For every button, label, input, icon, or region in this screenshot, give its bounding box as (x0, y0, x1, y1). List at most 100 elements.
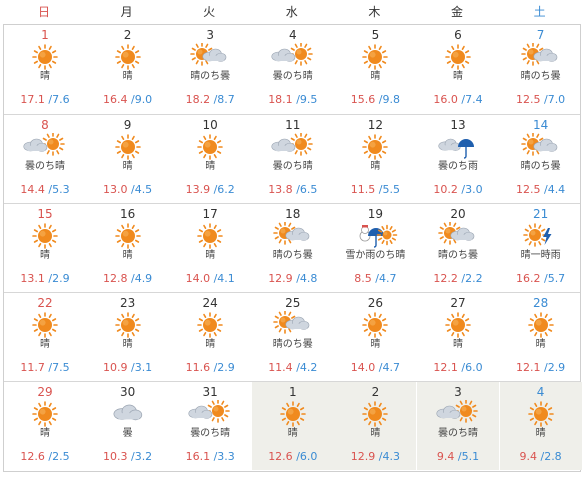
temperature: 16.0 /7.4 (417, 93, 499, 106)
weekday-5: 金 (450, 5, 463, 19)
day-cell[interactable]: 25 晴のち曇 11.4 /4.2 (252, 293, 334, 381)
sun-cloud-icon (500, 133, 582, 161)
temperature: 12.5 /4.4 (500, 183, 582, 196)
day-cell[interactable]: 6 晴 16.0 /7.4 (417, 25, 499, 113)
sun-icon (417, 311, 499, 339)
sun-icon (87, 311, 169, 339)
weekday-0: 日 (37, 5, 50, 19)
day-cell[interactable]: 22 晴 11.7 /7.5 (4, 293, 86, 381)
weather-label: 晴のち曇 (520, 161, 561, 172)
temperature: 12.1 /2.9 (500, 361, 582, 374)
high-temp: 12.1 (433, 361, 458, 374)
day-cell[interactable]: 2 晴 16.4 /9.0 (87, 25, 169, 113)
temperature: 9.4 /2.8 (500, 450, 582, 463)
weather-label: 晴 (453, 339, 463, 350)
day-cell[interactable]: 9 晴 13.0 /4.5 (87, 115, 169, 203)
day-cell[interactable]: 2 晴 12.9 /4.3 (334, 382, 417, 470)
weather-label: 晴のち曇 (272, 250, 313, 261)
day-number: 3 (454, 385, 462, 399)
day-number: 31 (202, 385, 218, 399)
day-cell[interactable]: 29 晴 12.6 /2.5 (4, 382, 86, 470)
high-temp: 12.9 (268, 272, 293, 285)
weather-label: 晴 (535, 428, 546, 439)
day-number: 21 (532, 207, 549, 221)
low-temp: /2.5 (48, 450, 70, 463)
low-temp: /6.2 (213, 183, 235, 196)
day-cell[interactable]: 13 曇のち雨 10.2 /3.0 (417, 115, 499, 203)
day-number: 23 (119, 296, 136, 310)
low-temp: /4.4 (543, 183, 566, 196)
day-cell[interactable]: 4 晴 9.4 /2.8 (499, 382, 582, 470)
day-cell[interactable]: 18 晴のち曇 12.9 /4.8 (252, 204, 334, 292)
weather-label: 晴 (453, 71, 463, 82)
sun-icon (4, 311, 86, 339)
day-cell[interactable]: 5 晴 15.6 /9.8 (334, 25, 416, 113)
high-temp: 9.4 (519, 450, 537, 463)
day-cell[interactable]: 20 晴のち曇 12.2 /2.2 (417, 204, 499, 292)
low-temp: /5.7 (543, 272, 566, 285)
day-cell[interactable]: 7 晴のち曇 12.5 /7.0 (500, 25, 582, 113)
day-cell[interactable]: 19 雪か雨のち晴 8.5 /4.7 (334, 204, 416, 292)
day-cell[interactable]: 8 曇のち晴 14.4 /5.3 (4, 115, 86, 203)
day-cell[interactable]: 1 晴 12.6 /6.0 (251, 382, 334, 470)
day-cell[interactable]: 21 晴一時雨 16.2 /5.7 (500, 204, 582, 292)
sun-icon (4, 400, 86, 428)
low-temp: /2.9 (48, 272, 70, 285)
high-temp: 12.6 (20, 450, 45, 463)
day-cell[interactable]: 1 晴 17.1 /7.6 (4, 25, 86, 113)
high-temp: 14.0 (185, 272, 211, 285)
weather-label: 晴 (205, 161, 216, 172)
day-cell[interactable]: 26 晴 14.0 /4.7 (334, 293, 416, 381)
day-number: 5 (371, 28, 380, 42)
day-cell[interactable]: 30 曇 10.3 /3.2 (87, 382, 169, 470)
day-cell[interactable]: 10 晴 13.9 /6.2 (169, 115, 251, 203)
low-temp: /4.7 (375, 272, 397, 285)
high-temp: 12.2 (433, 272, 458, 285)
temperature: 13.9 /6.2 (169, 183, 251, 196)
high-temp: 14.0 (350, 361, 376, 374)
high-temp: 13.8 (268, 183, 293, 196)
day-cell[interactable]: 11 曇のち晴 13.8 /6.5 (252, 115, 334, 203)
sun-icon (252, 400, 334, 428)
day-cell[interactable]: 28 晴 12.1 /2.9 (500, 293, 582, 381)
sun-cloud-icon (252, 311, 334, 339)
temperature: 12.5 /7.0 (500, 93, 582, 106)
day-cell[interactable]: 15 晴 13.1 /2.9 (4, 204, 86, 292)
high-temp: 12.9 (350, 450, 376, 463)
weather-label: 曇のち晴 (272, 71, 313, 82)
weather-label: 曇のち晴 (272, 161, 313, 172)
temperature: 10.3 /3.2 (87, 450, 169, 463)
sun-cloud-icon (417, 222, 499, 250)
low-temp: /7.4 (461, 93, 483, 106)
sun-icon (334, 400, 416, 428)
day-cell[interactable]: 17 晴 14.0 /4.1 (169, 204, 251, 292)
day-cell[interactable]: 27 晴 12.1 /6.0 (417, 293, 499, 381)
weather-label: 晴 (122, 71, 133, 82)
temperature: 18.2 /8.7 (169, 93, 251, 106)
day-number: 14 (532, 118, 549, 132)
cloud-sun-icon (4, 133, 86, 161)
day-cell[interactable]: 4 曇のち晴 18.1 /9.5 (252, 25, 334, 113)
cloud-rain-icon (417, 133, 499, 161)
day-number: 4 (536, 385, 545, 399)
low-temp: /6.5 (296, 183, 318, 196)
day-cell[interactable]: 12 晴 11.5 /5.5 (334, 115, 416, 203)
weather-label: 晴 (40, 339, 50, 350)
day-cell[interactable]: 3 曇のち晴 9.4 /5.1 (417, 382, 499, 470)
day-cell[interactable]: 23 晴 10.9 /3.1 (87, 293, 169, 381)
day-cell[interactable]: 3 晴のち曇 18.2 /8.7 (169, 25, 251, 113)
weather-calendar: 日 月 火 水 木 金 土 1 晴 17.1 /7.6 2 晴 16.4 /9.0 3 晴のち曇 18.2… (3, 0, 582, 476)
weather-label: 晴 (287, 428, 298, 439)
temperature: 12.9 /4.8 (252, 272, 334, 285)
sun-icon (87, 43, 169, 71)
day-cell[interactable]: 14 晴のち曇 12.5 /4.4 (500, 115, 582, 203)
day-number: 19 (367, 207, 384, 221)
day-cell[interactable]: 24 晴 11.6 /2.9 (169, 293, 251, 381)
high-temp: 11.6 (185, 361, 211, 374)
day-cell[interactable]: 31 曇のち晴 16.1 /3.3 (169, 382, 251, 470)
temperature: 12.9 /4.3 (334, 450, 416, 463)
weather-label: 曇 (122, 428, 133, 439)
temperature: 12.6 /2.5 (4, 450, 86, 463)
day-cell[interactable]: 16 晴 12.8 /4.9 (87, 204, 169, 292)
weather-label: 晴 (370, 428, 381, 439)
